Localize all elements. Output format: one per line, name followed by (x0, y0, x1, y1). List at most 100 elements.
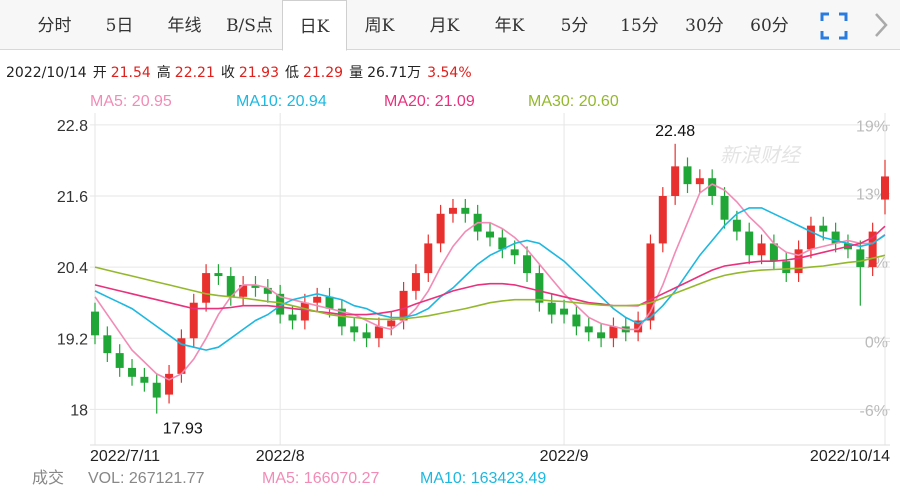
quote-value: 21.93 (238, 65, 279, 81)
candle-body (263, 287, 272, 294)
quote-label: 低 (284, 65, 299, 81)
quote-date: 2022/10/14 (6, 65, 87, 81)
ma-line (94, 207, 886, 351)
watermark: 新浪财经 (720, 145, 802, 167)
candle-body (523, 255, 532, 274)
tab[interactable]: 5日 (105, 16, 134, 36)
candle-body (325, 296, 334, 309)
candle-body (806, 225, 815, 250)
y2-tick-label: -6% (860, 403, 888, 420)
x-tick-label: 2022/8 (256, 448, 305, 465)
volume-label: 成交 (32, 469, 64, 487)
candle-body (103, 335, 112, 354)
tab[interactable]: 5分 (560, 16, 589, 36)
candle-body (609, 326, 618, 339)
candle-body (436, 213, 445, 244)
candle-body (91, 311, 99, 336)
x-tick-label: 2022/7/11 (90, 448, 160, 465)
candle-body (708, 178, 717, 196)
candle-body (177, 338, 186, 374)
candle-body (152, 382, 161, 398)
y2-tick-label: 13% (856, 187, 888, 204)
y2-tick-label: 19% (856, 119, 888, 136)
quote-label: 量 (349, 65, 364, 81)
candle-body (745, 231, 754, 256)
candle-body (214, 273, 223, 277)
volume-item: VOL: 267121.77 (88, 470, 205, 487)
y-tick-label: 18 (70, 402, 88, 419)
ma-line (94, 254, 886, 321)
candle-body (226, 276, 235, 297)
candle-body (165, 373, 174, 395)
candle-body (881, 176, 889, 200)
legend-entry: MA5: 20.95 (90, 93, 172, 110)
next-arrow[interactable] (868, 10, 894, 40)
candle-body (658, 196, 667, 244)
high-annotation: 22.48 (655, 123, 695, 140)
tab[interactable]: 日K (282, 0, 347, 51)
y-tick-label: 19.2 (57, 331, 88, 348)
candle-body (547, 302, 556, 315)
candle-body (856, 249, 865, 268)
tab[interactable]: B/S点 (226, 16, 273, 36)
candle-body (362, 332, 371, 339)
y-tick-label: 20.4 (57, 260, 88, 277)
tab[interactable]: 月K (429, 16, 460, 36)
candle-body (140, 376, 149, 383)
candle-body (732, 219, 741, 232)
legend-entry: MA20: 21.09 (384, 93, 475, 110)
candle-body (350, 326, 359, 333)
tab[interactable]: 30分 (685, 16, 724, 36)
tab[interactable]: 周K (364, 16, 395, 36)
candle-body (646, 243, 655, 321)
quote-label: 收 (220, 65, 235, 81)
candle-body (769, 243, 778, 262)
candle-body (757, 243, 766, 256)
candle-body (695, 178, 704, 185)
candle-body (189, 302, 198, 339)
candle-body (597, 332, 606, 339)
candle-body (276, 293, 285, 315)
candle-body (782, 261, 791, 274)
quote-label: 高 (156, 65, 171, 81)
x-tick-label: 2022/10/14 (810, 448, 890, 465)
tab[interactable]: 年K (494, 16, 525, 36)
candle-body (337, 308, 346, 327)
ma-line (94, 183, 886, 381)
candle-body (560, 308, 569, 315)
candle-body (510, 249, 519, 256)
candle-body (720, 196, 729, 220)
candle-body (535, 273, 544, 303)
tab-bar: 分时 5日 年线 B/S点 日K 周K 月K 年K 5分 15分 30分 60分 (0, 0, 900, 51)
tab[interactable]: 分时 (37, 16, 72, 36)
candle-body (399, 290, 408, 321)
y-tick-label: 22.8 (57, 118, 88, 135)
volume-item: MA5: 166070.27 (262, 470, 380, 487)
quote-value: 26.71万 (367, 65, 422, 81)
legend-entry: MA30: 20.60 (528, 93, 619, 110)
candle-body (584, 326, 593, 333)
candle-body (819, 225, 828, 232)
candle-body (683, 166, 692, 185)
y-tick-label: 21.6 (57, 189, 88, 206)
quote-row: 2022/10/14 开 21.54 高 22.21 收 21.93 低 21.29 量 26.71… (6, 62, 478, 82)
tab[interactable]: 60分 (750, 16, 789, 36)
quote-value: 22.21 (174, 65, 215, 81)
low-annotation: 17.93 (163, 421, 203, 438)
y2-tick-label: 0% (865, 335, 888, 352)
candle-body (486, 231, 494, 238)
fullscreen-icon[interactable] (820, 12, 848, 40)
candle-body (424, 243, 433, 274)
quote-change: 3.54% (427, 65, 472, 81)
candle-body (374, 326, 383, 339)
tab[interactable]: 年线 (167, 16, 202, 36)
quote-value: 21.29 (302, 65, 344, 81)
candle-body (239, 284, 248, 297)
tab[interactable]: 15分 (620, 16, 659, 36)
legend-entry: MA10: 20.94 (236, 93, 327, 110)
candle-body (411, 273, 420, 291)
candle-body (572, 314, 581, 327)
candle-body (313, 296, 322, 303)
